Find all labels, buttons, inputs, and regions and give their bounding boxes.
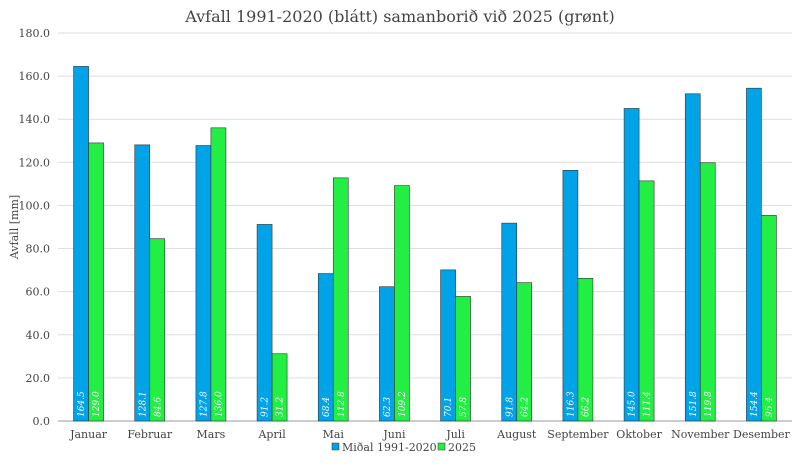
data-label: 128.1 <box>138 391 148 417</box>
legend-swatch <box>331 442 340 451</box>
bar <box>149 238 166 422</box>
data-label: 109.2 <box>398 391 408 417</box>
bars <box>73 66 777 422</box>
y-tick-label: 140.0 <box>19 113 51 126</box>
data-label: 64.2 <box>520 397 530 417</box>
data-label: 111.4 <box>643 391 653 417</box>
bar <box>746 87 762 422</box>
legend-label: Miðal 1991-2020 <box>342 441 437 454</box>
bar <box>455 296 471 422</box>
x-tick-label: Juni <box>382 428 406 441</box>
data-label: 62.3 <box>383 397 393 417</box>
y-axis-ticks: 0.0 20.0 40.0 60.0 80.0 100.0 120.0 140.0 160.0 1… <box>19 27 51 428</box>
y-tick-label: 0.0 <box>33 415 51 428</box>
data-labels: 164.5 129.0 128.1 84.6 127.8 136.0 91.2 31.2 68.… <box>77 391 775 417</box>
y-tick-label: 60.0 <box>26 286 51 299</box>
data-label: 116.3 <box>566 391 576 417</box>
x-tick-label: Desember <box>733 428 790 441</box>
legend-swatch <box>437 442 446 451</box>
bar <box>210 127 227 422</box>
data-label: 136.0 <box>214 391 224 417</box>
y-tick-label: 180.0 <box>19 27 51 40</box>
x-tick-label: Juli <box>445 428 465 441</box>
data-label: 57.8 <box>459 397 469 417</box>
data-label: 151.8 <box>689 391 699 417</box>
x-tick-label: Oktober <box>616 428 662 441</box>
x-tick-label: August <box>496 428 537 441</box>
x-tick-label: Mars <box>197 428 226 441</box>
x-tick-label: Januar <box>69 428 108 441</box>
x-tick-label: April <box>257 428 286 441</box>
data-label: 70.1 <box>444 397 454 417</box>
data-label: 164.5 <box>77 391 87 417</box>
data-label: 154.4 <box>750 391 760 417</box>
legend: Miðal 1991-2020 2025 <box>331 441 476 454</box>
bar <box>271 353 288 422</box>
data-label: 95.4 <box>765 397 775 417</box>
bar <box>394 185 410 422</box>
data-label: 91.2 <box>261 397 271 417</box>
bar <box>684 93 701 422</box>
bar <box>577 278 594 422</box>
bar <box>516 282 533 422</box>
x-axis-ticks: Januar Februar Mars April Mai Juni Juli August S… <box>69 428 790 441</box>
bar <box>761 215 777 422</box>
bar <box>88 142 104 422</box>
data-label: 127.8 <box>199 391 209 417</box>
bar <box>332 177 349 422</box>
y-tick-label: 100.0 <box>19 199 51 212</box>
data-label: 112.8 <box>337 391 347 417</box>
y-tick-label: 160.0 <box>19 70 51 83</box>
bar <box>73 66 89 422</box>
y-axis-label: Avfall [mm] <box>8 195 21 260</box>
x-tick-label: September <box>547 428 609 441</box>
data-label: 129.0 <box>92 391 102 417</box>
legend-label: 2025 <box>448 441 476 454</box>
y-tick-label: 80.0 <box>26 243 51 256</box>
x-tick-label: Mai <box>323 428 345 441</box>
data-label: 66.2 <box>581 397 591 417</box>
bar <box>699 162 716 422</box>
data-label: 91.8 <box>505 397 515 417</box>
y-tick-label: 40.0 <box>26 329 51 342</box>
bar <box>134 144 151 422</box>
bar <box>501 222 518 422</box>
chart-title: Avfall 1991-2020 (blátt) samanborið við … <box>184 7 615 26</box>
bar <box>195 145 212 422</box>
grid <box>58 32 792 422</box>
x-tick-label: November <box>671 428 730 441</box>
data-label: 145.0 <box>628 391 638 417</box>
x-tick-label: Februar <box>127 428 172 441</box>
data-label: 119.8 <box>704 391 714 417</box>
bar <box>638 180 655 422</box>
bar <box>623 108 640 422</box>
bar <box>562 170 579 422</box>
y-tick-label: 20.0 <box>26 372 51 385</box>
bar <box>256 224 273 422</box>
data-label: 31.2 <box>276 397 286 417</box>
data-label: 84.6 <box>153 397 163 417</box>
data-label: 68.4 <box>322 397 332 417</box>
y-tick-label: 120.0 <box>19 156 51 169</box>
